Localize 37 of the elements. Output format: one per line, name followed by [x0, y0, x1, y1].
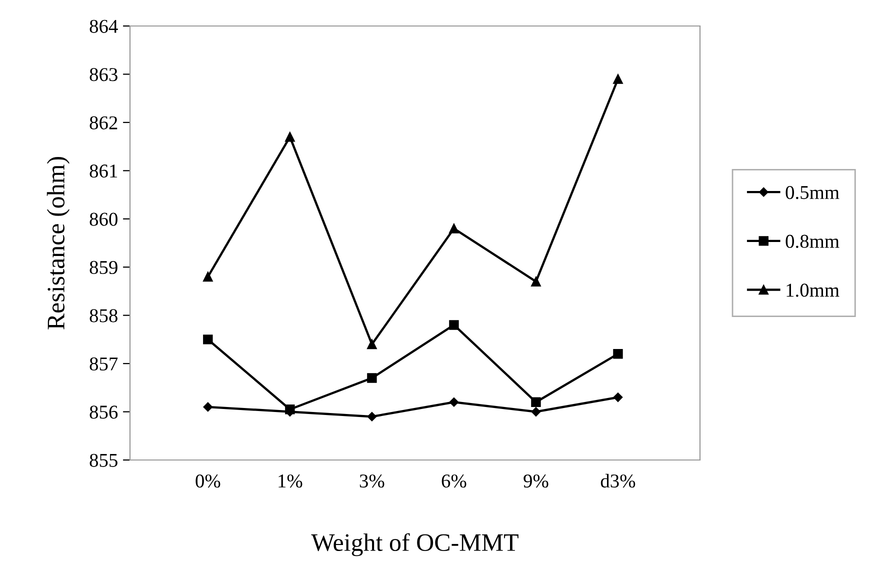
legend-label: 1.0mm — [786, 284, 840, 297]
x-tick-label: d3% — [600, 474, 636, 488]
point — [203, 334, 213, 344]
point — [531, 397, 541, 407]
point — [613, 74, 623, 84]
point — [613, 349, 623, 359]
legend-label: 0.8mm — [786, 234, 840, 248]
y-tick-label: 858 — [90, 309, 118, 322]
point — [531, 276, 541, 286]
point — [367, 339, 377, 350]
point — [203, 272, 213, 282]
point — [203, 402, 213, 412]
point — [449, 320, 459, 330]
x-tick-label: 0% — [196, 474, 220, 488]
y-tick-label: 859 — [90, 260, 118, 274]
y-tick-label: 856 — [90, 406, 118, 419]
point — [285, 132, 295, 142]
y-tick-label: 857 — [90, 357, 118, 370]
y-axis-title: Resistance (ohm) — [46, 156, 70, 330]
x-axis-title: Weight of OC-MMT — [311, 533, 518, 556]
x-tick-label: 3% — [360, 474, 384, 488]
y-tick-label: 862 — [90, 116, 118, 130]
point — [531, 407, 541, 416]
y-tick-label: 863 — [90, 68, 118, 82]
x-tick-label: 9% — [524, 474, 548, 488]
x-tick-label: 6% — [442, 474, 466, 488]
y-tick-label: 855 — [90, 454, 118, 467]
x-tick-label: 1% — [278, 474, 302, 488]
point — [449, 398, 459, 407]
y-tick-label: 861 — [90, 164, 118, 178]
point — [449, 224, 459, 234]
point — [613, 392, 623, 402]
legend-label: 0.5mm — [786, 186, 840, 200]
y-tick-label: 864 — [90, 20, 118, 33]
point — [367, 373, 377, 383]
point — [367, 412, 377, 422]
y-tick-label: 860 — [90, 212, 118, 226]
